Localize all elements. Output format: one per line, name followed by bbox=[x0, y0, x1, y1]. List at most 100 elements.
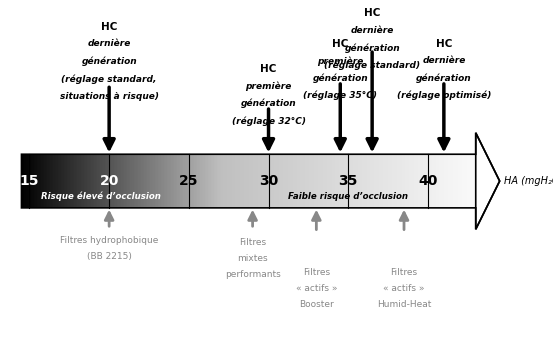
Bar bbox=[348, 154, 350, 208]
Text: dernière: dernière bbox=[351, 26, 394, 35]
Bar bbox=[155, 154, 156, 208]
Bar bbox=[447, 154, 448, 208]
Bar bbox=[462, 154, 463, 208]
Bar bbox=[123, 154, 124, 208]
Bar bbox=[403, 154, 405, 208]
Bar bbox=[82, 154, 84, 208]
Bar bbox=[44, 154, 46, 208]
Bar bbox=[208, 154, 209, 208]
Bar bbox=[56, 154, 58, 208]
Bar bbox=[94, 154, 96, 208]
Bar bbox=[250, 154, 252, 208]
Bar bbox=[173, 154, 174, 208]
Bar bbox=[212, 154, 214, 208]
Bar bbox=[414, 154, 415, 208]
Bar bbox=[338, 154, 340, 208]
Bar bbox=[393, 154, 394, 208]
Bar bbox=[226, 154, 227, 208]
Bar bbox=[133, 154, 135, 208]
Bar bbox=[394, 154, 395, 208]
Text: Filtres hydrophobique: Filtres hydrophobique bbox=[60, 236, 158, 245]
Bar bbox=[32, 154, 34, 208]
Text: (réglage standard): (réglage standard) bbox=[324, 61, 420, 70]
Bar bbox=[141, 154, 143, 208]
Text: mixtes: mixtes bbox=[237, 254, 268, 263]
Bar bbox=[91, 154, 93, 208]
Bar bbox=[185, 154, 186, 208]
Bar bbox=[64, 154, 65, 208]
Text: « actifs »: « actifs » bbox=[296, 284, 337, 293]
Bar bbox=[191, 154, 192, 208]
Bar bbox=[131, 154, 132, 208]
Bar bbox=[364, 154, 365, 208]
Bar bbox=[389, 154, 391, 208]
Bar bbox=[382, 154, 383, 208]
Bar bbox=[400, 154, 401, 208]
Bar bbox=[335, 154, 336, 208]
Bar bbox=[221, 154, 223, 208]
Bar bbox=[315, 154, 317, 208]
Bar bbox=[260, 154, 262, 208]
Text: Booster: Booster bbox=[299, 300, 333, 310]
Bar bbox=[197, 154, 199, 208]
Bar bbox=[471, 154, 473, 208]
Bar bbox=[103, 154, 105, 208]
Bar bbox=[76, 154, 77, 208]
Bar bbox=[156, 154, 158, 208]
Bar bbox=[179, 154, 180, 208]
Bar bbox=[459, 154, 461, 208]
Bar bbox=[143, 154, 144, 208]
Bar bbox=[358, 154, 359, 208]
Bar bbox=[383, 154, 385, 208]
Text: 40: 40 bbox=[418, 174, 437, 188]
Bar bbox=[441, 154, 442, 208]
Bar bbox=[340, 154, 341, 208]
Bar bbox=[153, 154, 155, 208]
Bar bbox=[354, 154, 356, 208]
Bar bbox=[305, 154, 306, 208]
Bar bbox=[243, 154, 244, 208]
Text: Filtres: Filtres bbox=[239, 238, 266, 247]
Bar bbox=[347, 154, 348, 208]
Bar bbox=[84, 154, 85, 208]
Bar bbox=[41, 154, 43, 208]
Bar bbox=[278, 154, 279, 208]
Bar bbox=[376, 154, 377, 208]
Text: HA (mgH₂O/L): HA (mgH₂O/L) bbox=[504, 176, 553, 186]
Bar bbox=[225, 154, 226, 208]
Bar bbox=[237, 154, 238, 208]
Bar bbox=[26, 154, 28, 208]
Bar bbox=[448, 154, 450, 208]
Bar bbox=[98, 154, 100, 208]
Bar bbox=[186, 154, 188, 208]
Bar bbox=[206, 154, 208, 208]
Text: première: première bbox=[246, 81, 292, 91]
Bar bbox=[190, 154, 191, 208]
Bar bbox=[28, 154, 29, 208]
Text: 30: 30 bbox=[259, 174, 278, 188]
Bar bbox=[217, 154, 218, 208]
Bar bbox=[326, 154, 327, 208]
Bar bbox=[434, 154, 435, 208]
Bar bbox=[420, 154, 421, 208]
Bar bbox=[468, 154, 469, 208]
Bar bbox=[232, 154, 233, 208]
Bar bbox=[256, 154, 258, 208]
Bar bbox=[446, 154, 447, 208]
Bar bbox=[356, 154, 358, 208]
Bar bbox=[138, 154, 139, 208]
Bar bbox=[306, 154, 307, 208]
Bar bbox=[184, 154, 185, 208]
Text: génération: génération bbox=[241, 98, 296, 108]
Bar bbox=[159, 154, 161, 208]
Bar bbox=[405, 154, 406, 208]
Bar bbox=[303, 154, 305, 208]
Bar bbox=[438, 154, 440, 208]
Bar bbox=[299, 154, 300, 208]
Bar bbox=[253, 154, 255, 208]
Bar bbox=[272, 154, 273, 208]
Bar bbox=[145, 154, 147, 208]
Bar bbox=[96, 154, 97, 208]
Bar bbox=[429, 154, 430, 208]
Bar bbox=[29, 154, 30, 208]
